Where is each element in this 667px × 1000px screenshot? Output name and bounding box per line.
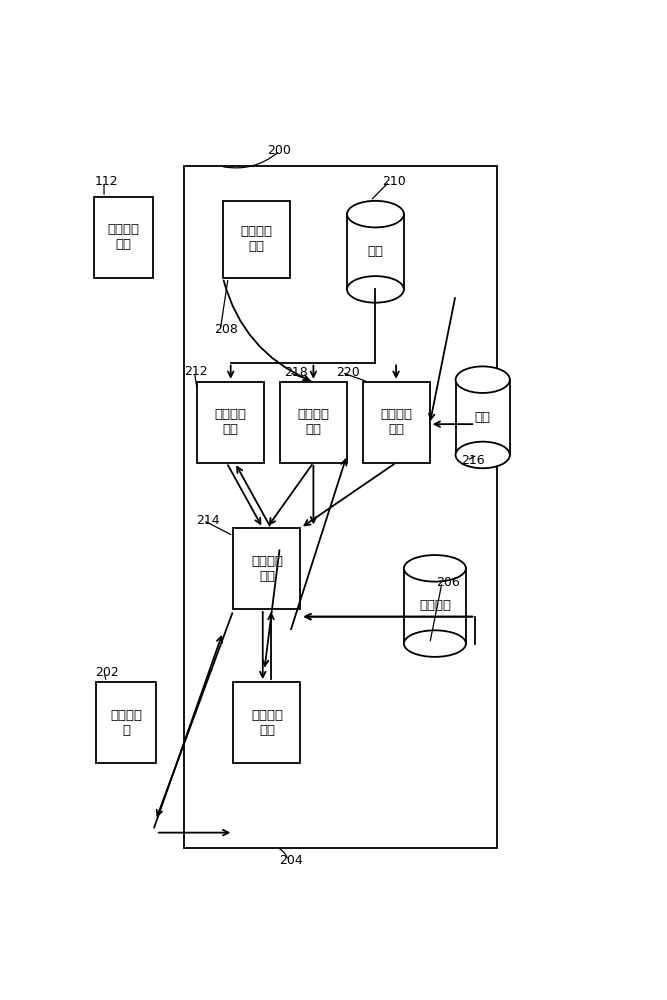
Bar bbox=[233, 528, 301, 609]
Text: 212: 212 bbox=[184, 365, 208, 378]
Bar bbox=[96, 682, 156, 763]
Bar bbox=[197, 382, 264, 463]
Text: 210: 210 bbox=[382, 175, 406, 188]
Text: 治疗信息: 治疗信息 bbox=[419, 599, 451, 612]
Text: 202: 202 bbox=[95, 666, 119, 679]
Text: 216: 216 bbox=[461, 454, 484, 467]
Text: 图像: 图像 bbox=[368, 245, 384, 258]
Ellipse shape bbox=[456, 366, 510, 393]
Bar bbox=[184, 166, 497, 848]
Ellipse shape bbox=[404, 555, 466, 582]
Ellipse shape bbox=[347, 201, 404, 227]
Text: 用户计算
机: 用户计算 机 bbox=[110, 709, 142, 737]
Ellipse shape bbox=[347, 276, 404, 303]
Text: 图像捕获
装置: 图像捕获 装置 bbox=[107, 223, 139, 251]
Ellipse shape bbox=[404, 630, 466, 657]
Text: 模型应用
模块: 模型应用 模块 bbox=[380, 408, 412, 436]
Text: 模型: 模型 bbox=[475, 411, 491, 424]
Text: 用户接口
模块: 用户接口 模块 bbox=[251, 709, 283, 737]
Text: 图像获取
模块: 图像获取 模块 bbox=[241, 225, 273, 253]
Bar bbox=[363, 382, 430, 463]
Text: 204: 204 bbox=[279, 854, 303, 867]
Text: 112: 112 bbox=[95, 175, 118, 188]
Bar bbox=[233, 682, 301, 763]
Text: 218: 218 bbox=[284, 366, 307, 379]
Bar bbox=[404, 568, 466, 644]
Text: 200: 200 bbox=[267, 144, 291, 157]
Text: 模型开发
模块: 模型开发 模块 bbox=[215, 408, 247, 436]
Text: 模型评估
模块: 模型评估 模块 bbox=[297, 408, 329, 436]
Bar bbox=[347, 214, 404, 289]
Text: 206: 206 bbox=[436, 576, 460, 588]
Text: 208: 208 bbox=[214, 323, 238, 336]
Bar bbox=[280, 382, 347, 463]
Bar bbox=[456, 380, 510, 455]
Text: 参数计算
模块: 参数计算 模块 bbox=[251, 555, 283, 583]
Text: 214: 214 bbox=[196, 514, 219, 527]
Ellipse shape bbox=[456, 442, 510, 468]
Bar bbox=[93, 197, 153, 278]
Bar bbox=[223, 201, 290, 278]
Text: 220: 220 bbox=[336, 366, 360, 379]
